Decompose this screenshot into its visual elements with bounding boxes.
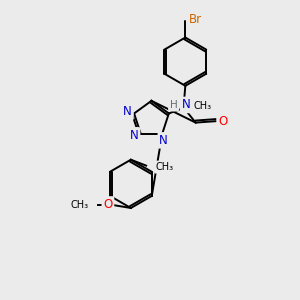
Text: CH₃: CH₃	[194, 101, 212, 111]
Text: N: N	[159, 134, 168, 147]
Text: N: N	[130, 129, 139, 142]
Text: N: N	[123, 106, 132, 118]
Text: Br: Br	[189, 14, 202, 26]
Text: O: O	[218, 115, 227, 128]
Text: CH₃: CH₃	[156, 162, 174, 172]
Text: O: O	[103, 198, 112, 211]
Text: H: H	[170, 100, 177, 110]
Text: CH₃: CH₃	[71, 200, 89, 210]
Text: N: N	[182, 98, 190, 111]
